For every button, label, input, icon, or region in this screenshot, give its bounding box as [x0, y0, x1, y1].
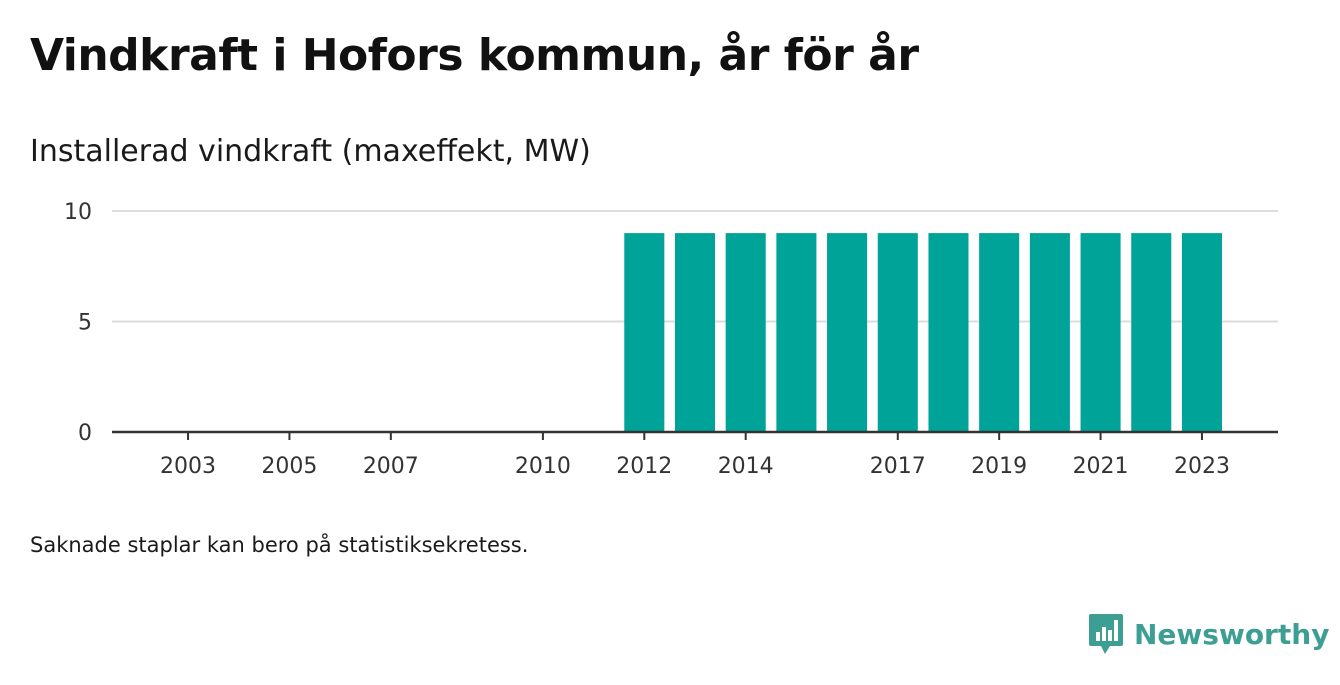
bar-2020 — [1029, 233, 1070, 432]
x-tick-label: 2003 — [160, 454, 216, 479]
y-tick-label: 0 — [78, 421, 92, 446]
bar-2021 — [1080, 233, 1121, 432]
x-tick-label: 2023 — [1174, 454, 1230, 479]
bar-2019 — [979, 233, 1020, 432]
newsworthy-logo-icon — [1089, 614, 1123, 654]
x-axis-ticks: 2003 2005 2007 2010 2012 2014 2017 2019 2021 2023 — [160, 432, 1230, 479]
chart-title: Vindkraft i Hofors kommun, år för år — [30, 30, 919, 81]
bar-2013 — [674, 233, 716, 432]
bar-2014 — [725, 233, 766, 432]
x-tick-label: 2019 — [971, 454, 1027, 479]
bar-chart: 0 5 10 2003 2005 2007 2010 2012 2014 2017 2019 202… — [64, 200, 1278, 479]
bar-2017 — [877, 233, 918, 432]
y-axis-ticks: 0 5 10 — [64, 200, 92, 446]
bar-2018 — [928, 233, 969, 432]
y-tick-label: 5 — [78, 311, 92, 336]
x-tick-label: 2014 — [718, 454, 774, 479]
bar-2012 — [624, 233, 665, 432]
chart-subtitle: Installerad vindkraft (maxeffekt, MW) — [30, 134, 591, 169]
bar-2016 — [827, 233, 868, 432]
x-tick-label: 2017 — [870, 454, 926, 479]
x-tick-label: 2021 — [1073, 454, 1129, 479]
bar-2023 — [1181, 233, 1222, 432]
bar-2022 — [1131, 233, 1172, 432]
x-tick-label: 2007 — [363, 454, 419, 479]
x-tick-label: 2005 — [261, 454, 317, 479]
footnote: Saknade staplar kan bero på statistiksek… — [30, 533, 529, 557]
x-tick-label: 2012 — [616, 454, 672, 479]
brand-logo: Newsworthy — [1088, 612, 1329, 656]
bars — [624, 233, 1222, 432]
bar-2015 — [776, 233, 817, 432]
x-tick-label: 2010 — [515, 454, 571, 479]
brand-name: Newsworthy — [1134, 617, 1330, 651]
y-tick-label: 10 — [64, 200, 92, 225]
